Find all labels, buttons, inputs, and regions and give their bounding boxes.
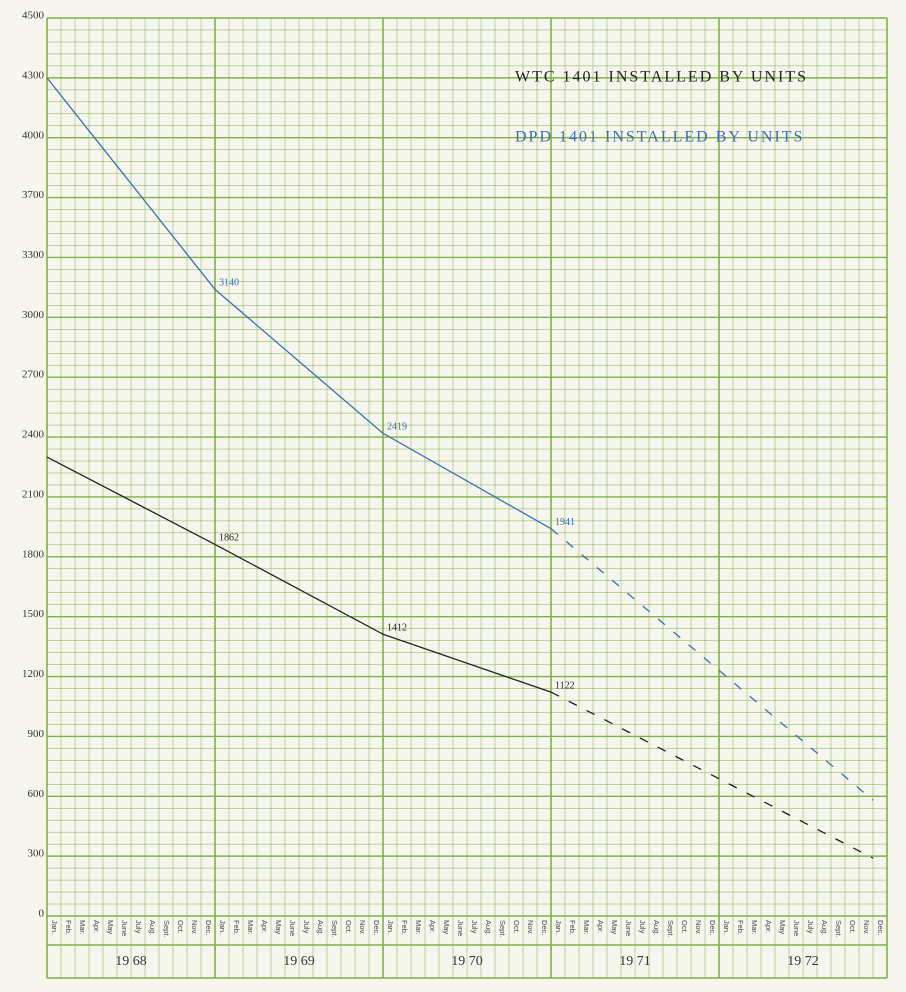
month-label: Oct. — [512, 920, 521, 934]
month-label: Aug. — [316, 920, 325, 935]
year-label: 19 72 — [787, 954, 819, 969]
data-label: 1412 — [387, 623, 407, 634]
month-label: July — [470, 920, 479, 934]
y-tick-label: 2100 — [22, 488, 45, 500]
month-label: Jan. — [722, 920, 731, 934]
year-label: 19 71 — [619, 954, 651, 969]
month-label: June — [456, 920, 465, 936]
y-tick-label: 3700 — [22, 189, 45, 201]
month-label: July — [134, 920, 143, 934]
month-label: Apr. — [596, 920, 605, 933]
month-label: Nov. — [694, 920, 703, 935]
month-label: May — [610, 920, 619, 934]
month-label: Aug. — [820, 920, 829, 935]
y-tick-label: 4000 — [22, 129, 45, 141]
y-tick-label: 1200 — [22, 668, 45, 680]
month-label: Feb. — [232, 920, 241, 935]
data-label: 3140 — [219, 278, 239, 289]
month-label: Oct. — [344, 920, 353, 934]
month-label: May — [442, 920, 451, 934]
month-label: Feb. — [400, 920, 409, 935]
y-tick-label: 1500 — [22, 608, 45, 620]
month-label: Jan. — [50, 920, 59, 934]
y-tick-label: 600 — [28, 788, 45, 800]
month-label: Sept. — [666, 920, 675, 938]
month-label: Feb. — [568, 920, 577, 935]
month-label: Dec. — [372, 920, 381, 935]
month-label: Jan. — [386, 920, 395, 934]
month-label: Nov. — [190, 920, 199, 935]
legend-entry: WTC 1401 INSTALLED BY UNITS — [515, 69, 808, 86]
month-label: June — [288, 920, 297, 936]
month-label: Dec. — [708, 920, 717, 935]
month-label: Sept. — [498, 920, 507, 938]
month-label: Mar. — [750, 920, 759, 935]
y-tick-label: 3000 — [22, 309, 45, 321]
month-label: May — [778, 920, 787, 934]
year-label: 19 70 — [451, 954, 483, 969]
month-label: Feb. — [736, 920, 745, 935]
data-label: 1122 — [555, 680, 575, 691]
month-label: Oct. — [848, 920, 857, 934]
legend-entry: DPD 1401 INSTALLED BY UNITS — [515, 129, 804, 146]
month-label: Feb. — [64, 920, 73, 935]
y-tick-label: 4500 — [22, 10, 45, 22]
month-label: July — [806, 920, 815, 934]
month-label: Dec. — [876, 920, 885, 935]
year-label: 19 68 — [115, 954, 147, 969]
month-label: Aug. — [148, 920, 157, 935]
month-label: July — [302, 920, 311, 934]
month-label: Nov. — [358, 920, 367, 935]
month-label: Nov. — [526, 920, 535, 935]
month-label: Aug. — [484, 920, 493, 935]
month-label: Sept. — [162, 920, 171, 938]
month-label: Dec. — [204, 920, 213, 935]
month-label: Jan. — [554, 920, 563, 934]
year-label: 19 69 — [283, 954, 315, 969]
y-tick-label: 2700 — [22, 369, 45, 381]
y-tick-label: 4300 — [22, 69, 45, 81]
month-label: Mar. — [414, 920, 423, 935]
series-line — [46, 456, 552, 693]
month-label: Mar. — [78, 920, 87, 935]
data-label: 1941 — [555, 517, 575, 528]
y-tick-label: 3300 — [22, 249, 45, 261]
month-label: Mar. — [246, 920, 255, 935]
month-label: Jan. — [218, 920, 227, 934]
month-label: Apr. — [92, 920, 101, 933]
month-label: Oct. — [176, 920, 185, 934]
y-tick-label: 300 — [28, 848, 45, 860]
month-label: Apr. — [428, 920, 437, 933]
month-label: Aug. — [652, 920, 661, 935]
data-label: 2419 — [387, 422, 407, 433]
month-label: Dec. — [540, 920, 549, 935]
y-tick-label: 900 — [28, 728, 45, 740]
month-label: Nov. — [862, 920, 871, 935]
month-label: Apr. — [764, 920, 773, 933]
month-label: July — [638, 920, 647, 934]
data-label: 1862 — [219, 533, 239, 544]
month-label: May — [274, 920, 283, 934]
y-tick-label: 0 — [39, 908, 45, 920]
month-label: Sept. — [834, 920, 843, 938]
month-label: Mar. — [582, 920, 591, 935]
month-label: Sept. — [330, 920, 339, 938]
series-line — [46, 77, 552, 530]
y-tick-label: 2400 — [22, 429, 45, 441]
month-label: May — [106, 920, 115, 934]
month-label: June — [792, 920, 801, 936]
y-tick-label: 1800 — [22, 548, 45, 560]
month-label: June — [120, 920, 129, 936]
month-label: Oct. — [680, 920, 689, 934]
projection-line — [550, 691, 874, 859]
month-label: Apr. — [260, 920, 269, 933]
month-label: June — [624, 920, 633, 936]
